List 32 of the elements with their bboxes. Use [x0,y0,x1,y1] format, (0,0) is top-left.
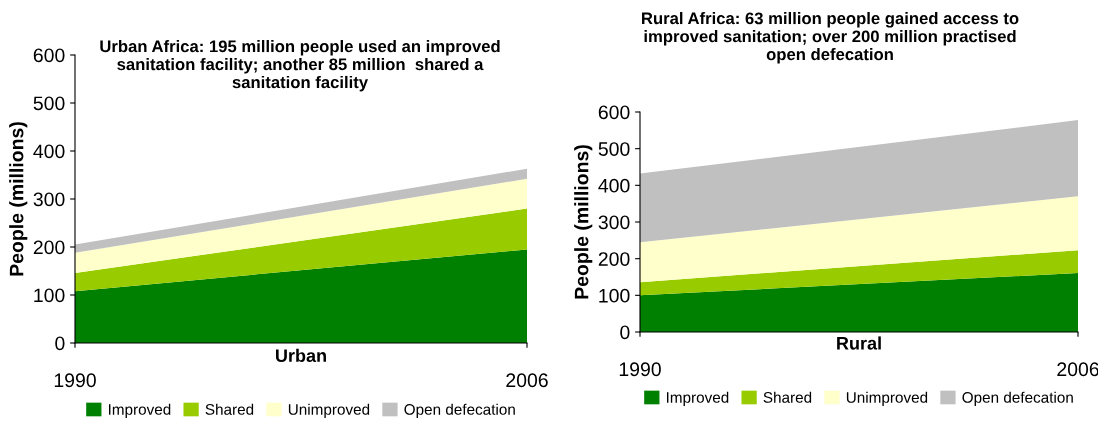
legend-label: Shared [205,403,254,415]
legend-label: Shared [763,391,812,403]
y-tick-label: 600 [598,105,630,120]
legend-label: Improved [666,391,729,406]
x-tick-label: 1990 [54,373,96,388]
y-tick-label: 0 [620,325,630,340]
legend-label: Improved [108,403,171,418]
legend-label: Open defecation [962,391,1073,406]
y-tick-label: 200 [33,240,65,255]
y-axis-title: People (millions) [574,145,593,299]
x-tick-label: 2006 [506,373,548,388]
y-tick-label: 500 [598,142,630,156]
y-tick-label: 200 [598,252,630,266]
y-tick-label: 400 [33,144,65,159]
x-axis-title: Rural [837,336,881,350]
legend-label: Unimproved [288,403,370,418]
x-tick-label: 2006 [1057,362,1098,377]
chart-title: Rural Africa: 63 million people gained access to improved sanitation; over 200 million practised open defecation [642,12,1019,64]
y-axis-title: People (millions) [9,122,28,276]
y-tick-label: 0 [55,336,65,351]
x-tick-label: 1990 [619,362,661,377]
y-tick-label: 600 [33,48,65,63]
legend-label: Open defecation [404,403,515,418]
y-tick-label: 300 [598,215,630,230]
y-tick-label: 100 [599,288,630,303]
y-tick-label: 300 [33,192,65,207]
y-tick-label: 100 [34,288,65,303]
x-axis-title: Urban [276,348,326,363]
legend-label: Unimproved [846,391,928,406]
y-tick-label: 500 [33,96,65,111]
y-tick-label: 400 [598,178,630,193]
chart-title: Urban Africa: 195 million people used an improved sanitation facility; another 85 million shared a sanitation facility [100,40,500,92]
